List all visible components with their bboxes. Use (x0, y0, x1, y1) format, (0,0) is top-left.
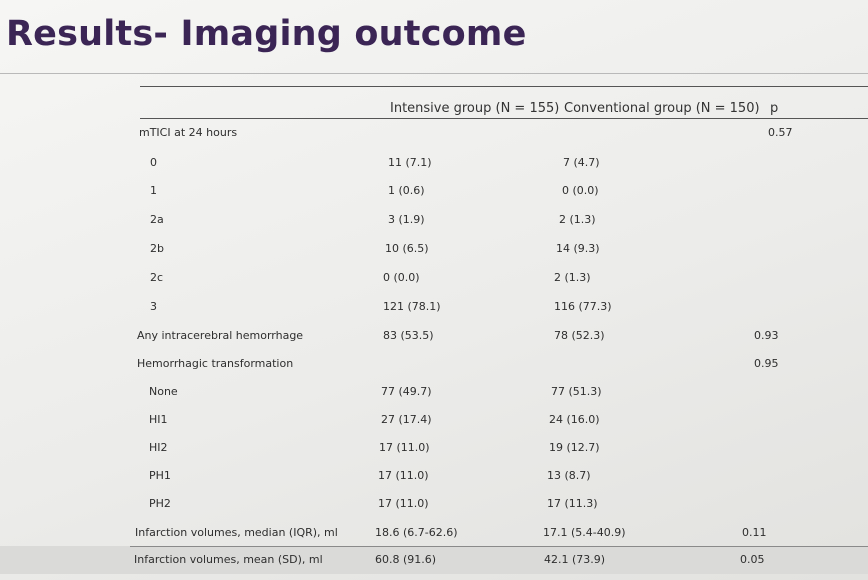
header-conventional: Conventional group (N = 150) (564, 101, 760, 116)
table-row: PH2 17 (11.0) 17 (11.3) (0, 490, 868, 518)
table-row: 1 1 (0.6) 0 (0.0) (0, 177, 868, 205)
row-label: 0 (150, 156, 157, 169)
row-label: 2a (150, 213, 164, 226)
cell-intensive: 83 (53.5) (383, 329, 434, 342)
cell-conventional: 7 (4.7) (563, 156, 600, 169)
table-row: mTICI at 24 hours 0.57 (0, 119, 868, 147)
cell-intensive: 60.8 (91.6) (375, 553, 437, 566)
table-row: HI1 27 (17.4) 24 (16.0) (0, 406, 868, 434)
cell-conventional: 77 (51.3) (551, 385, 602, 398)
cell-intensive: 1 (0.6) (388, 184, 425, 197)
table-row: None 77 (49.7) 77 (51.3) (0, 378, 868, 406)
row-label: mTICI at 24 hours (139, 126, 238, 139)
cell-conventional: 17.1 (5.4-40.9) (543, 526, 626, 539)
row-label: 2b (150, 242, 164, 255)
table-row: Infarction volumes, mean (SD), ml 60.8 (9… (0, 546, 868, 574)
cell-intensive: 18.6 (6.7-62.6) (375, 526, 458, 539)
cell-p-value: 0.57 (768, 126, 793, 139)
cell-conventional: 13 (8.7) (547, 469, 591, 482)
row-label: PH1 (149, 469, 171, 482)
cell-intensive: 17 (11.0) (379, 441, 430, 454)
table-row: 2b 10 (6.5) 14 (9.3) (0, 235, 868, 263)
row-label: HI2 (149, 441, 168, 454)
cell-intensive: 17 (11.0) (378, 497, 429, 510)
cell-conventional: 42.1 (73.9) (544, 553, 606, 566)
table-top-rule (140, 86, 868, 87)
cell-intensive: 3 (1.9) (388, 213, 425, 226)
row-label: Infarction volumes, median (IQR), ml (135, 526, 338, 539)
cell-intensive: 77 (49.7) (381, 385, 432, 398)
cell-intensive: 10 (6.5) (385, 242, 429, 255)
row-label: 2c (150, 271, 164, 284)
header-intensive: Intensive group (N = 155) (390, 101, 560, 116)
table-row: PH1 17 (11.0) 13 (8.7) (0, 462, 868, 490)
cell-intensive: 0 (0.0) (383, 271, 420, 284)
cell-intensive: 121 (78.1) (383, 300, 441, 313)
table-row: HI2 17 (11.0) 19 (12.7) (0, 434, 868, 462)
cell-intensive: 17 (11.0) (378, 469, 429, 482)
row-label: 1 (150, 184, 157, 197)
row-label: None (149, 385, 178, 398)
cell-conventional: 78 (52.3) (554, 329, 605, 342)
row-label: HI1 (149, 413, 168, 426)
table-header-rule (140, 118, 868, 119)
cell-intensive: 27 (17.4) (381, 413, 432, 426)
cell-conventional: 24 (16.0) (549, 413, 600, 426)
cell-conventional: 2 (1.3) (559, 213, 596, 226)
cell-p-value: 0.95 (754, 357, 779, 370)
header-p: p (770, 101, 779, 116)
slide-title: Results- Imaging outcome (6, 14, 527, 54)
cell-p-value: 0.93 (754, 329, 779, 342)
row-label: Hemorrhagic transformation (137, 357, 294, 370)
table-row: 3 121 (78.1) 116 (77.3) (0, 293, 868, 321)
cell-conventional: 14 (9.3) (556, 242, 600, 255)
table-row: 2c 0 (0.0) 2 (1.3) (0, 264, 868, 292)
title-divider (0, 73, 868, 74)
table-row: 0 11 (7.1) 7 (4.7) (0, 149, 868, 177)
cell-conventional: 2 (1.3) (554, 271, 591, 284)
cell-p-value: 0.11 (742, 526, 767, 539)
cell-conventional: 19 (12.7) (549, 441, 600, 454)
table-row: 2a 3 (1.9) 2 (1.3) (0, 206, 868, 234)
cell-p-value: 0.05 (740, 553, 765, 566)
cell-conventional: 116 (77.3) (554, 300, 612, 313)
table-row: Hemorrhagic transformation 0.95 (0, 350, 868, 378)
cell-conventional: 0 (0.0) (562, 184, 599, 197)
row-label: Infarction volumes, mean (SD), ml (134, 553, 323, 566)
cell-intensive: 11 (7.1) (388, 156, 432, 169)
table-row: Infarction volumes, median (IQR), ml 18.6… (0, 519, 868, 547)
row-label: PH2 (149, 497, 171, 510)
cell-conventional: 17 (11.3) (547, 497, 598, 510)
row-label: Any intracerebral hemorrhage (137, 329, 304, 342)
row-label: 3 (150, 300, 157, 313)
table-row: Any intracerebral hemorrhage 83 (53.5) 78 … (0, 322, 868, 350)
